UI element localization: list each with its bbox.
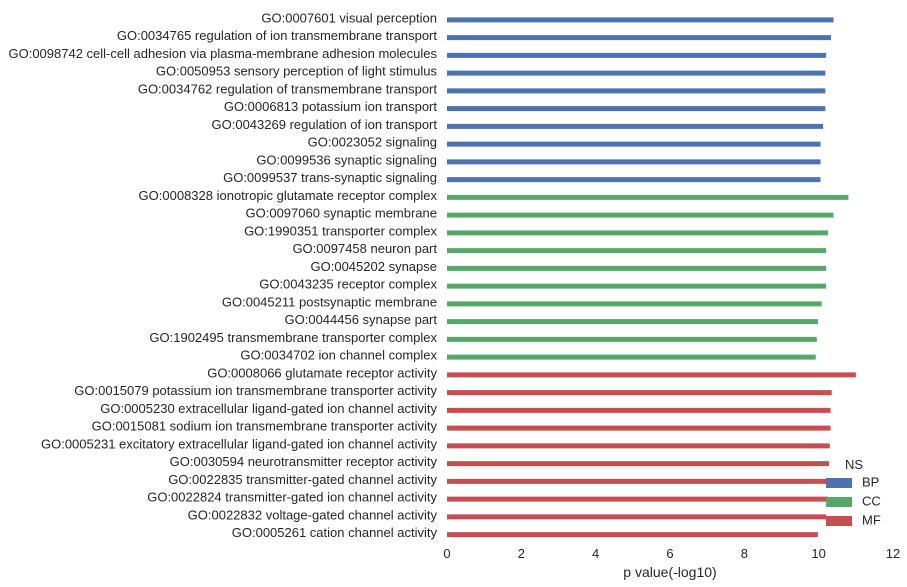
bar-mf [447,390,832,396]
bar-cc [447,194,849,200]
y-tick-label: GO:0023052 signaling [308,135,437,150]
legend-title: NS [845,457,863,472]
legend-swatch-mf [826,516,852,526]
bar-mf [447,496,828,502]
y-tick-label: GO:0045211 postsynaptic membrane [222,294,437,309]
bar-bp [447,17,834,23]
bar-cc [447,212,834,218]
bar-cc [447,283,827,289]
legend-label-cc: CC [862,493,881,508]
bar-bp [447,52,827,58]
x-tick-labels: 0 2 4 6 8 10 12 [443,546,900,561]
x-tick-label: 8 [741,546,748,561]
bar-cc [447,354,816,360]
y-tick-label: GO:0005230 extracellular ligand-gated io… [100,401,437,416]
y-tick-label: GO:0022824 transmitter-gated ion channel… [147,490,437,505]
x-tick-label: 12 [886,546,900,561]
bar-cc [447,336,817,342]
x-tick-label: 10 [811,546,825,561]
y-tick-label: GO:0099536 synaptic signaling [256,152,437,167]
bar-bp [447,177,821,183]
x-tick-label: 4 [592,546,599,561]
bar-cc [447,301,822,307]
bar-bp [447,88,826,94]
y-tick-label: GO:0015081 sodium ion transmembrane tran… [92,419,438,434]
y-tick-label: GO:0034765 regulation of ion transmembra… [117,28,438,43]
y-tick-label: GO:0097060 synaptic membrane [246,206,438,221]
bar-bp [447,70,826,76]
y-tick-label: GO:0008328 ionotropic glutamate receptor… [139,188,438,203]
bar-bp [447,123,824,129]
y-tick-label: GO:0005231 excitatory extracellular liga… [41,436,438,451]
bar-mf [447,407,831,413]
bar-cc [447,319,818,325]
y-tick-label: GO:0015079 potassium ion transmembrane t… [74,383,437,398]
x-tick-label: 6 [666,546,673,561]
y-tick-label: GO:1990351 transporter complex [244,223,437,238]
bar-mf [447,425,831,431]
y-tick-label: GO:0007601 visual perception [261,10,437,25]
legend-label-mf: MF [862,512,881,527]
y-tick-label: GO:0006813 potassium ion transport [224,99,438,114]
x-axis-label: p value(-log10) [623,564,716,580]
y-tick-label: GO:0097458 neuron part [292,241,437,256]
bar-mf [447,461,830,467]
y-tick-label: GO:0099537 trans-synaptic signaling [223,170,437,185]
y-tick-label: GO:0022835 transmitter-gated channel act… [168,472,437,487]
y-tick-label: GO:0044456 synapse part [285,312,438,327]
legend: NS BP CC MF [826,457,881,527]
legend-label-bp: BP [862,474,879,489]
y-tick-labels: GO:0007601 visual perception GO:0034765 r… [8,10,437,540]
y-tick-label: GO:0045202 synapse [311,259,437,274]
bar-mf [447,443,830,449]
bar-mf [447,478,828,484]
y-tick-label: GO:0034762 regulation of transmembrane t… [138,81,438,96]
bar-bp [447,106,826,112]
x-tick-label: 0 [443,546,450,561]
bars-group [447,17,856,538]
y-tick-label: GO:0050953 sensory perception of light s… [156,64,438,79]
bar-bp [447,159,821,165]
y-tick-label: GO:0043269 regulation of ion transport [212,117,438,132]
y-tick-label: GO:1902495 transmembrane transporter com… [149,330,437,345]
y-tick-label: GO:0022832 voltage-gated channel activit… [188,507,438,522]
y-tick-label: GO:0034702 ion channel complex [240,348,437,363]
bar-cc [447,230,828,236]
x-tick-label: 2 [518,546,525,561]
bar-mf [447,372,856,378]
y-tick-label: GO:0008066 glutamate receptor activity [207,365,437,380]
y-tick-label: GO:0098742 cell-cell adhesion via plasma… [8,46,437,61]
y-tick-label: GO:0005261 cation channel activity [232,525,438,540]
legend-swatch-cc [826,497,852,507]
bar-cc [447,265,827,271]
y-tick-label: GO:0030594 neurotransmitter receptor act… [170,454,438,469]
bar-cc [447,248,827,254]
bar-bp [447,35,831,41]
y-tick-label: GO:0043235 receptor complex [259,277,437,292]
bar-mf [447,514,827,520]
legend-swatch-bp [826,478,852,488]
bar-mf [447,532,818,538]
bar-bp [447,141,821,147]
